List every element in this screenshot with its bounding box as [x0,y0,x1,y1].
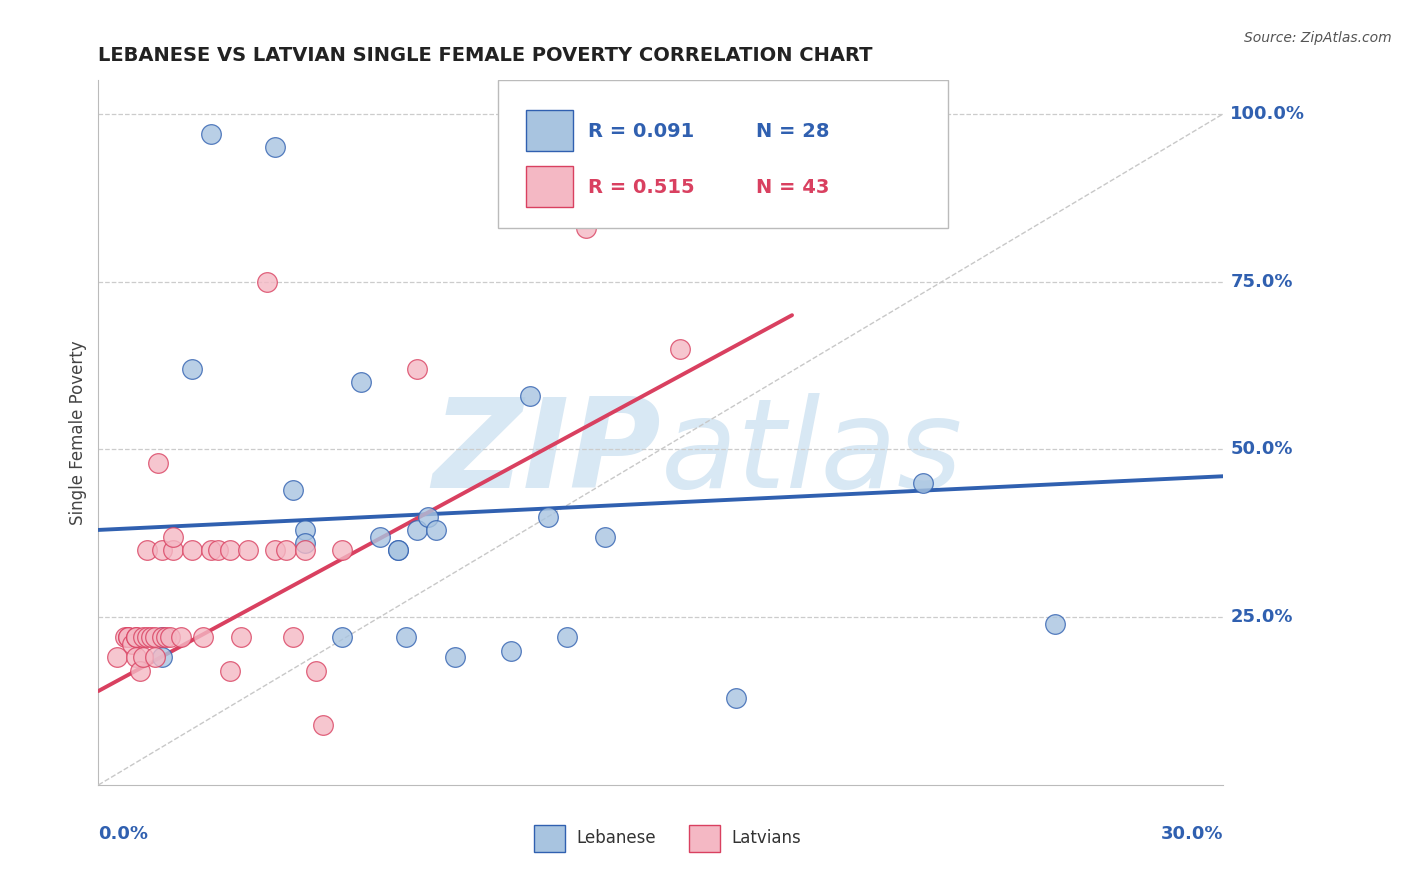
Point [143,630,166,644]
Point [136,630,159,644]
Point [418,509,440,524]
Text: Source: ZipAtlas.com: Source: ZipAtlas.com [1244,31,1392,45]
Text: N = 28: N = 28 [756,121,830,141]
Point [150,543,173,558]
Text: 25.0%: 25.0% [1230,608,1292,626]
Point [229,630,252,644]
Point [125,650,148,665]
Point [139,630,162,644]
Point [294,523,316,537]
Point [132,650,155,665]
Point [668,127,690,141]
Point [305,664,328,678]
Point [128,664,150,678]
Point [350,376,373,390]
Point [170,630,193,644]
Text: LEBANESE VS LATVIAN SINGLE FEMALE POVERTY CORRELATION CHART: LEBANESE VS LATVIAN SINGLE FEMALE POVERT… [98,45,873,65]
Point [162,543,184,558]
Point [368,530,391,544]
Point [155,630,177,644]
Point [425,523,447,537]
Point [256,275,278,289]
Text: 50.0%: 50.0% [1230,441,1292,458]
Text: ZIP: ZIP [432,393,661,515]
Point [312,717,335,731]
Text: atlas: atlas [661,393,963,515]
Point [150,630,173,644]
Bar [526,110,574,151]
Point [1043,616,1066,631]
Point [330,630,353,644]
Text: Latvians: Latvians [731,830,801,847]
Bar [526,166,574,207]
Point [330,543,353,558]
Point [218,543,240,558]
Text: R = 0.515: R = 0.515 [588,178,695,197]
Point [612,127,634,141]
Point [593,530,616,544]
Point [181,362,204,376]
Point [159,630,181,644]
Point [162,530,184,544]
Point [555,630,578,644]
Point [125,630,148,644]
Point [294,536,316,550]
Point [406,523,429,537]
Point [117,630,139,644]
Point [387,543,409,558]
Text: 100.0%: 100.0% [1230,105,1305,123]
Point [274,543,297,558]
Point [263,140,285,154]
Point [443,650,465,665]
Point [499,644,522,658]
Text: Lebanese: Lebanese [576,830,657,847]
Point [132,630,155,644]
Point [200,127,222,141]
Point [150,630,173,644]
Point [207,543,229,558]
Point [263,543,285,558]
Point [395,630,418,644]
Point [218,664,240,678]
Point [143,650,166,665]
Point [148,456,170,470]
Text: N = 43: N = 43 [756,178,830,197]
Point [181,543,204,558]
Text: 30.0%: 30.0% [1161,825,1223,843]
Point [912,475,935,490]
Y-axis label: Single Female Poverty: Single Female Poverty [69,341,87,524]
FancyBboxPatch shape [498,80,948,228]
Point [105,650,128,665]
Point [294,543,316,558]
Point [724,690,747,705]
Text: R = 0.091: R = 0.091 [588,121,695,141]
Point [283,630,305,644]
Point [283,483,305,497]
Point [406,362,429,376]
Text: 75.0%: 75.0% [1230,273,1292,291]
Point [121,637,143,651]
Point [537,509,560,524]
Point [668,342,690,356]
Text: 0.0%: 0.0% [98,825,149,843]
Point [125,630,148,644]
Point [387,543,409,558]
Point [114,630,136,644]
Point [150,650,173,665]
Point [200,543,222,558]
Point [575,221,598,235]
Point [193,630,215,644]
Point [238,543,260,558]
Point [519,389,541,403]
Point [117,630,139,644]
Point [136,543,159,558]
